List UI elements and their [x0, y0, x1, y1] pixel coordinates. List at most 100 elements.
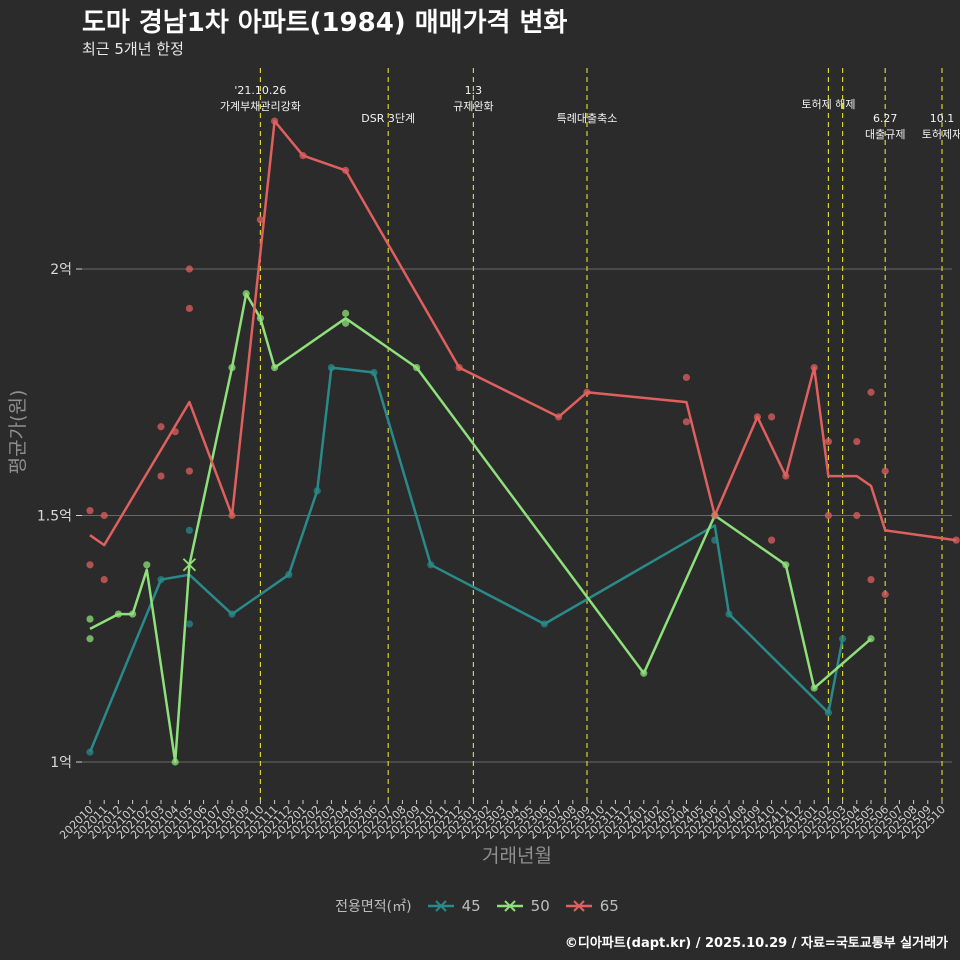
legend-item-65[interactable]: 65: [564, 897, 619, 915]
data-point-45: [185, 526, 193, 534]
event-label: '21.10.26: [234, 84, 286, 97]
event-label: 규제완화: [453, 100, 493, 113]
data-point-65: [881, 590, 889, 598]
series-line-65: [89, 119, 957, 547]
data-point-45: [185, 620, 193, 628]
data-point-65: [682, 373, 691, 382]
data-point-50: [810, 684, 818, 692]
data-point-50: [242, 290, 250, 298]
data-point-65: [782, 472, 790, 480]
data-point-65: [157, 472, 165, 480]
data-point-45: [327, 364, 335, 372]
data-point-65: [867, 575, 875, 584]
data-point-50: [256, 314, 264, 322]
data-point-65: [881, 467, 889, 475]
data-point-65: [768, 536, 776, 544]
data-point-65: [583, 388, 591, 396]
data-point-50: [86, 615, 94, 623]
legend: 전용면적(㎡) 45 50 65: [0, 896, 960, 916]
legend-label-50: 50: [530, 897, 550, 915]
legend-item-45[interactable]: 45: [426, 897, 481, 915]
data-point-65: [157, 423, 165, 431]
legend-label-45: 45: [461, 897, 481, 915]
data-point-50: [342, 309, 350, 317]
data-point-50: [271, 364, 279, 372]
data-point-65: [455, 364, 463, 372]
data-point-65: [824, 437, 833, 446]
data-point-65: [753, 413, 762, 421]
data-point-65: [555, 413, 563, 421]
data-point-45: [839, 635, 847, 643]
data-point-65: [299, 152, 307, 160]
data-point-45: [725, 610, 733, 618]
legend-label-65: 65: [599, 897, 619, 915]
data-point-65: [86, 561, 94, 569]
data-point-45: [157, 575, 165, 584]
event-label: 1.3: [465, 84, 483, 97]
data-point-50: [413, 364, 421, 372]
data-point-65: [100, 575, 108, 584]
data-point-45: [711, 536, 719, 544]
data-point-65: [768, 413, 776, 421]
event-label: 특례대출축소: [557, 112, 618, 125]
y-tick-label: 1억: [50, 755, 72, 771]
data-point-45: [313, 487, 321, 495]
event-label: 6.27: [873, 112, 898, 125]
data-point-65: [86, 506, 94, 515]
data-point-65: [100, 511, 108, 520]
y-tick-label: 1.5억: [37, 509, 72, 525]
event-label: 토허제재: [922, 128, 960, 141]
event-label: 토허제 해제: [801, 97, 855, 111]
legend-title: 전용면적(㎡): [335, 899, 412, 915]
data-point-65: [185, 265, 193, 273]
data-point-50: [129, 610, 137, 618]
series-line-50: [89, 292, 872, 764]
data-point-65: [711, 511, 719, 520]
data-point-45: [86, 748, 94, 756]
data-point-50: [143, 561, 151, 569]
data-point-50: [171, 758, 179, 766]
data-point-65: [824, 511, 833, 520]
event-label: DSR 3단계: [361, 112, 415, 125]
data-point-65: [185, 304, 193, 313]
data-point-65: [682, 418, 691, 426]
event-label: 대출규제: [865, 128, 905, 141]
chart-title: 도마 경남1차 아파트(1984) 매매가격 변화: [82, 8, 568, 38]
data-point-65: [171, 428, 179, 436]
data-point-65: [228, 511, 236, 520]
data-point-50: [867, 635, 875, 643]
series-line-45: [88, 366, 844, 753]
data-point-65: [271, 117, 279, 125]
data-point-65: [810, 364, 818, 372]
data-point-65: [867, 388, 875, 396]
data-point-50: [114, 610, 122, 618]
data-point-65: [256, 216, 264, 224]
data-point-45: [285, 571, 293, 579]
legend-45-icon: [427, 900, 454, 912]
data-point-50: [640, 669, 648, 677]
event-label: 10.1: [930, 112, 955, 125]
data-point-45: [228, 610, 236, 618]
data-point-65: [853, 437, 861, 446]
y-axis-title: 평균가(원): [7, 390, 29, 475]
data-point-65: [185, 467, 193, 475]
event-label: 가계부채관리강화: [220, 100, 301, 113]
legend-50-icon: [496, 900, 523, 912]
chart-subtitle: 최근 5개년 한정: [82, 40, 184, 58]
data-point-45: [540, 620, 549, 628]
data-point-45: [427, 561, 435, 569]
data-point-65: [952, 536, 960, 544]
y-tick-label: 2억: [50, 262, 72, 278]
legend-65-icon: [565, 900, 592, 912]
data-point-45: [370, 368, 378, 377]
x-marker: [182, 558, 197, 572]
data-point-50: [782, 561, 790, 569]
legend-item-50[interactable]: 50: [495, 897, 550, 915]
data-point-50: [228, 364, 236, 372]
data-point-50: [86, 635, 94, 643]
data-point-45: [824, 709, 833, 717]
data-point-65: [853, 511, 861, 520]
data-point-65: [342, 166, 350, 174]
source-footer: ©디아파트(dapt.kr) / 2025.10.29 / 자료=국토교통부 실…: [564, 936, 948, 951]
